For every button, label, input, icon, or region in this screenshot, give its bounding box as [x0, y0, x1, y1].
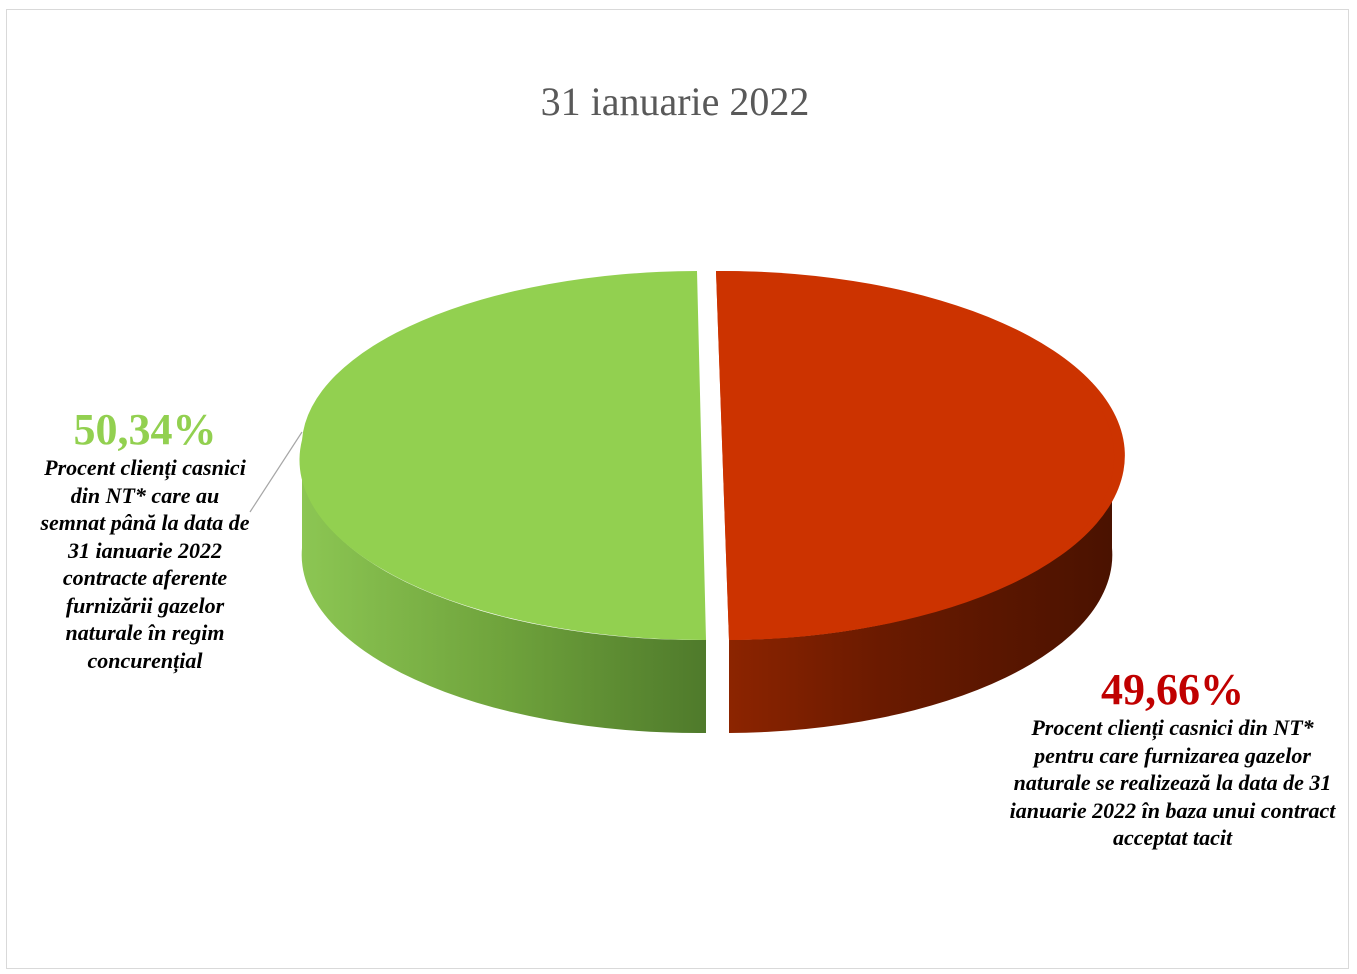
slice-green-top [299, 271, 706, 641]
category-label-green: Procent clienți casnici din NT* care au … [40, 455, 250, 673]
slice-side-red-wall [729, 460, 1113, 733]
slice-red-top [716, 271, 1115, 640]
value-label-green: 50,34% [73, 405, 217, 454]
slice-side-green-wall [301, 460, 706, 734]
chart-title: 31 ianuarie 2022 [540, 79, 810, 124]
category-label-red: Procent clienți casnici din NT* pentru c… [1009, 715, 1336, 850]
leader-line-green [249, 431, 303, 513]
slice-label-red: 49,66% Procent clienți casnici din NT* p… [1000, 666, 1345, 852]
value-label-red: 49,66% [1101, 665, 1244, 714]
slice-label-green: 50,34% Procent clienți casnici din NT* c… [40, 406, 250, 674]
